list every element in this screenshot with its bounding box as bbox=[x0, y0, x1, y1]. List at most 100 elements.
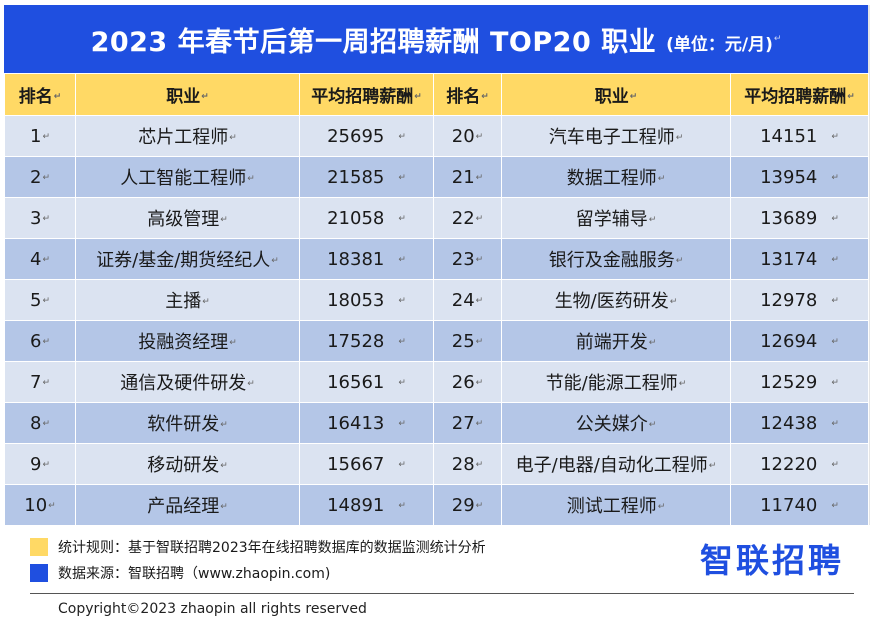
paragraph-mark-icon: ↵ bbox=[398, 131, 406, 142]
job-cell: 节能/能源工程师↵ bbox=[501, 361, 731, 403]
rule-text: 统计规则：基于智联招聘2023年在线招聘数据库的数据监测统计分析 bbox=[58, 540, 486, 556]
paragraph-mark-icon: ↵ bbox=[398, 295, 406, 306]
job-cell: 测试工程师↵ bbox=[501, 484, 731, 526]
salary-cell: 12529 ↵ bbox=[730, 361, 869, 403]
salary-cell: 16413 ↵ bbox=[299, 402, 434, 444]
job-cell: 软件研发↵ bbox=[75, 402, 300, 444]
paragraph-mark-icon: ↵ bbox=[220, 215, 228, 225]
salary-cell: 14151 ↵ bbox=[730, 115, 869, 157]
salary-cell: 12220 ↵ bbox=[730, 443, 869, 485]
table-row: 2↵ 人工智能工程师↵ 21585 ↵ 21↵ 数据工程师↵ 13954 ↵ bbox=[4, 156, 869, 198]
paragraph-mark-icon: ↵ bbox=[831, 131, 839, 142]
rank-cell: 3↵ bbox=[4, 197, 76, 239]
salary-cell: 18381 ↵ bbox=[299, 238, 434, 280]
job-cell: 留学辅导↵ bbox=[501, 197, 731, 239]
paragraph-mark-icon: ↵ bbox=[669, 297, 678, 307]
salary-cell: 13954 ↵ bbox=[730, 156, 869, 198]
legend-rule: 统计规则：基于智联招聘2023年在线招聘数据库的数据监测统计分析 bbox=[30, 537, 486, 557]
table-row: 8↵ 软件研发↵ 16413 ↵ 27↵ 公关媒介↵ 12438 ↵ bbox=[4, 402, 869, 444]
paragraph-mark-icon: ↵ bbox=[398, 213, 406, 224]
paragraph-mark-icon: ↵ bbox=[475, 336, 484, 347]
rank-cell: 4↵ bbox=[4, 238, 76, 280]
yellow-square-icon bbox=[30, 538, 48, 556]
paragraph-mark-icon: ↵ bbox=[398, 377, 406, 388]
header-salary-right: 平均招聘薪酬↵ bbox=[730, 73, 869, 116]
paragraph-mark-icon: ↵ bbox=[475, 295, 484, 306]
paragraph-mark-icon: ↵ bbox=[475, 500, 484, 511]
zhaopin-logo: 智联招聘 bbox=[700, 541, 844, 580]
paragraph-mark-icon: ↵ bbox=[398, 172, 406, 183]
rank-cell: 25↵ bbox=[433, 320, 502, 362]
table-row: 5↵ 主播↵ 18053 ↵ 24↵ 生物/医药研发↵ 12978 ↵ bbox=[4, 279, 869, 321]
paragraph-mark-icon: ↵ bbox=[229, 133, 237, 143]
salary-cell: 14891 ↵ bbox=[299, 484, 434, 526]
paragraph-mark-icon: ↵ bbox=[220, 461, 228, 471]
footer-divider bbox=[30, 593, 854, 594]
unit-note: (单位：元/月) bbox=[666, 34, 773, 55]
source-text: 数据来源：智联招聘（www.zhaopin.com) bbox=[58, 566, 331, 582]
paragraph-mark-icon: ↵ bbox=[475, 213, 484, 224]
header-job-right: 职业↵ bbox=[501, 73, 731, 116]
job-cell: 公关媒介↵ bbox=[501, 402, 731, 444]
salary-cell: 12438 ↵ bbox=[730, 402, 869, 444]
rank-cell: 27↵ bbox=[433, 402, 502, 444]
paragraph-mark-icon: ↵ bbox=[675, 256, 684, 266]
table-header-row: 排名↵ 职业↵ 平均招聘薪酬↵ 排名↵ 职业↵ 平均招聘薪酬↵ bbox=[4, 73, 869, 116]
job-cell: 银行及金融服务↵ bbox=[501, 238, 731, 280]
paragraph-mark-icon: ↵ bbox=[657, 502, 666, 512]
table-row: 4↵ 证券/基金/期货经纪人↵ 18381 ↵ 23↵ 银行及金融服务↵ 13174 ↵ bbox=[4, 238, 869, 280]
salary-table: 排名↵ 职业↵ 平均招聘薪酬↵ 排名↵ 职业↵ 平均招聘薪酬↵ 1↵ 芯片工程师↵… bbox=[4, 73, 869, 526]
paragraph-mark-icon: ↵ bbox=[42, 131, 50, 142]
paragraph-mark-icon: ↵ bbox=[475, 459, 484, 470]
legend-source: 数据来源：智联招聘（www.zhaopin.com) bbox=[30, 563, 330, 583]
rank-cell: 29↵ bbox=[433, 484, 502, 526]
job-cell: 生物/医药研发↵ bbox=[501, 279, 731, 321]
rank-cell: 23↵ bbox=[433, 238, 502, 280]
rank-cell: 20↵ bbox=[433, 115, 502, 157]
paragraph-mark-icon: ↵ bbox=[675, 133, 684, 143]
rank-cell: 6↵ bbox=[4, 320, 76, 362]
salary-cell: 13174 ↵ bbox=[730, 238, 869, 280]
salary-cell: 16561 ↵ bbox=[299, 361, 434, 403]
salary-cell: 21058 ↵ bbox=[299, 197, 434, 239]
paragraph-mark-icon: ↵ bbox=[42, 213, 50, 224]
rank-cell: 22↵ bbox=[433, 197, 502, 239]
header-rank-right: 排名↵ bbox=[433, 73, 502, 116]
header-rank: 排名↵ bbox=[4, 73, 76, 116]
paragraph-mark-icon: ↵ bbox=[475, 172, 484, 183]
job-cell: 汽车电子工程师↵ bbox=[501, 115, 731, 157]
table-row: 6↵ 投融资经理↵ 17528 ↵ 25↵ 前端开发↵ 12694 ↵ bbox=[4, 320, 869, 362]
header-job: 职业↵ bbox=[75, 73, 300, 116]
paragraph-mark-icon: ↵ bbox=[271, 256, 279, 266]
paragraph-mark-icon: ↵ bbox=[220, 502, 228, 512]
paragraph-mark-icon: ↵ bbox=[831, 377, 839, 388]
paragraph-mark-icon: ↵ bbox=[678, 379, 687, 389]
rank-cell: 2↵ bbox=[4, 156, 76, 198]
rank-cell: 7↵ bbox=[4, 361, 76, 403]
rank-cell: 28↵ bbox=[433, 443, 502, 485]
salary-cell: 17528 ↵ bbox=[299, 320, 434, 362]
rank-cell: 8↵ bbox=[4, 402, 76, 444]
paragraph-mark-icon: ↵ bbox=[831, 295, 839, 306]
job-cell: 芯片工程师↵ bbox=[75, 115, 300, 157]
paragraph-mark-icon: ↵ bbox=[831, 336, 839, 347]
paragraph-mark-icon: ↵ bbox=[831, 500, 839, 511]
table-row: 3↵ 高级管理↵ 21058 ↵ 22↵ 留学辅导↵ 13689 ↵ bbox=[4, 197, 869, 239]
salary-cell: 15667 ↵ bbox=[299, 443, 434, 485]
paragraph-mark-icon: ↵ bbox=[202, 297, 210, 307]
paragraph-mark-icon: ↵ bbox=[398, 459, 406, 470]
job-cell: 数据工程师↵ bbox=[501, 156, 731, 198]
rank-cell: 1↵ bbox=[4, 115, 76, 157]
paragraph-mark-icon: ↵ bbox=[42, 418, 50, 429]
page-title: 2023 年春节后第一周招聘薪酬 TOP20 职业 bbox=[90, 26, 657, 58]
job-cell: 通信及硬件研发↵ bbox=[75, 361, 300, 403]
salary-cell: 18053 ↵ bbox=[299, 279, 434, 321]
paragraph-mark-icon: ↵ bbox=[42, 254, 50, 265]
paragraph-mark-icon: ↵ bbox=[831, 213, 839, 224]
paragraph-mark-icon: ↵ bbox=[831, 459, 839, 470]
paragraph-mark-icon: ↵ bbox=[648, 420, 657, 430]
table-row: 1↵ 芯片工程师↵ 25695 ↵ 20↵ 汽车电子工程师↵ 14151 ↵ bbox=[4, 115, 869, 157]
job-cell: 主播↵ bbox=[75, 279, 300, 321]
paragraph-mark-icon: ↵ bbox=[648, 338, 657, 348]
rank-cell: 5↵ bbox=[4, 279, 76, 321]
